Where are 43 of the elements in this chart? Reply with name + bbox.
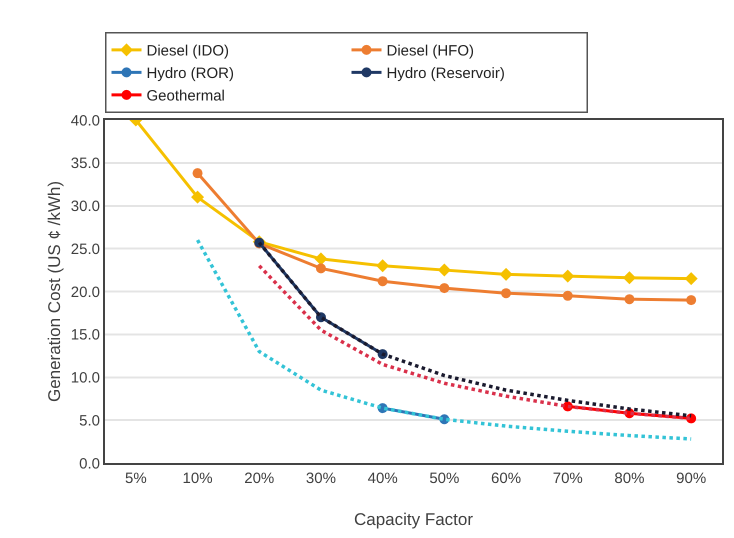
legend-label: Hydro (ROR) [146, 65, 234, 82]
point [316, 263, 326, 274]
y-tick-label: 40.0 [70, 112, 100, 130]
x-axis-title: Capacity Factor [354, 510, 474, 529]
y-tick-label: 15.0 [70, 326, 100, 344]
point [438, 264, 451, 277]
point [192, 168, 203, 178]
point [501, 288, 512, 298]
line-series [196, 238, 693, 441]
y-tick-label: 25.0 [70, 240, 100, 258]
legend-label: Hydro (Reservoir) [386, 65, 505, 82]
y-tick-label: 30.0 [70, 198, 100, 215]
point [376, 259, 390, 272]
y-axis-title: Generation Cost (US ¢ /kWh) [45, 180, 64, 402]
point [622, 271, 636, 284]
x-tick-label: 70% [552, 470, 583, 487]
y-tick-label: 10.0 [70, 370, 100, 386]
x-tick-label: 30% [306, 470, 336, 487]
point [686, 295, 696, 306]
legend-label: Diesel (IDO) [146, 42, 230, 60]
y-tick-label: 35.0 [70, 155, 100, 172]
x-tick-label: 40% [368, 470, 398, 487]
point [562, 290, 573, 301]
point [500, 268, 513, 281]
x-tick-label: 60% [491, 470, 522, 487]
point [624, 294, 634, 304]
legend-label: Diesel (HFO) [386, 42, 474, 60]
x-tick-label: 5% [125, 470, 147, 487]
x-tick-label: 10% [182, 470, 213, 487]
y-tick-label: 20.0 [70, 284, 100, 301]
y-tick-label: 5.0 [79, 412, 100, 430]
point [561, 270, 574, 283]
x-tick-label: 80% [614, 470, 644, 487]
point [314, 252, 328, 266]
x-tick-label: 20% [244, 470, 274, 487]
x-tick-label: 50% [429, 470, 460, 487]
point [684, 272, 698, 286]
y-tick-label: 0.0 [79, 455, 100, 472]
legend-label: Geothermal [146, 88, 225, 105]
point [378, 276, 388, 286]
point [191, 190, 204, 204]
x-tick-label: 90% [676, 470, 706, 487]
point [439, 283, 450, 294]
